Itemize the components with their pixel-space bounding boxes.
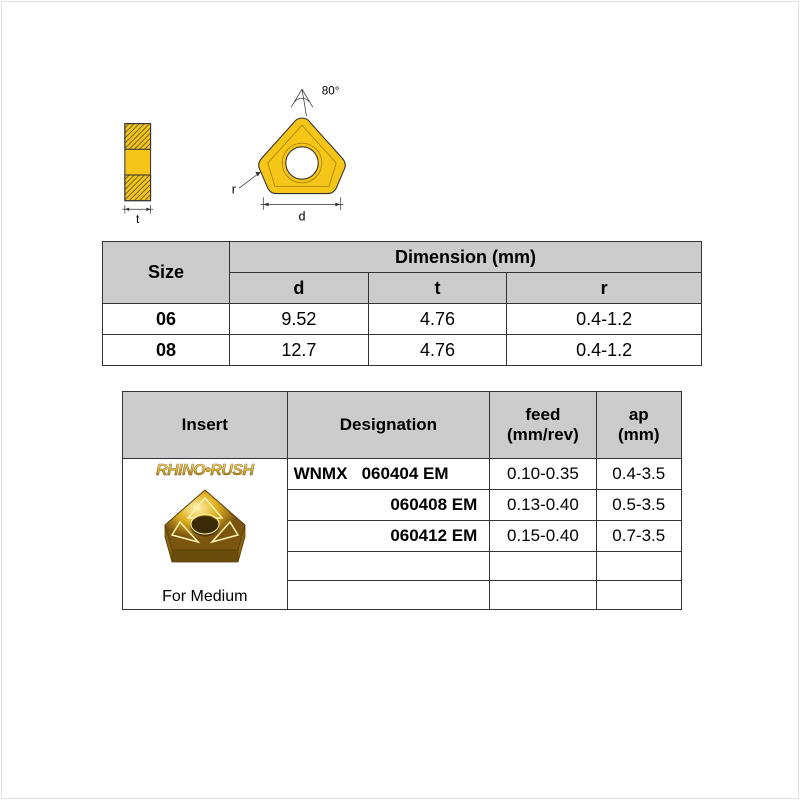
insert-cell: RHINO•RUSH xyxy=(123,459,288,610)
side-view-diagram: t xyxy=(112,115,172,226)
designation-cell: WNMX 060404 EM xyxy=(287,459,490,490)
table-row: 08 12.7 4.76 0.4-1.2 xyxy=(103,335,702,366)
center-hole xyxy=(286,147,318,179)
col-designation: Designation xyxy=(287,392,490,459)
rhino-rush-logo: RHINO•RUSH xyxy=(129,462,281,480)
col-insert: Insert xyxy=(123,392,288,459)
col-ap: ap (mm) xyxy=(596,392,682,459)
col-r: r xyxy=(507,273,702,304)
dim-d-label: d xyxy=(298,210,305,224)
table-row: RHINO•RUSH xyxy=(123,459,682,490)
top-view-diagram: 80° r d xyxy=(212,82,392,226)
for-medium-label: For Medium xyxy=(129,588,281,606)
col-dimension: Dimension (mm) xyxy=(230,242,702,273)
dim-r-label: r xyxy=(232,183,236,197)
dim-t-label: t xyxy=(136,212,140,226)
table-row: 06 9.52 4.76 0.4-1.2 xyxy=(103,304,702,335)
angle-label: 80° xyxy=(322,85,340,98)
col-d: d xyxy=(230,273,369,304)
col-size: Size xyxy=(103,242,230,304)
designation-table: Insert Designation feed (mm/rev) ap (mm)… xyxy=(122,391,682,610)
diagram-row: t 80° r xyxy=(112,82,702,226)
page-frame: t 80° r xyxy=(1,1,799,799)
insert-3d-icon xyxy=(150,480,260,575)
col-t: t xyxy=(368,273,507,304)
dimension-table: Size Dimension (mm) d t r 06 9.52 4.76 0… xyxy=(102,241,702,366)
content-area: t 80° r xyxy=(102,82,702,610)
col-feed: feed (mm/rev) xyxy=(490,392,596,459)
